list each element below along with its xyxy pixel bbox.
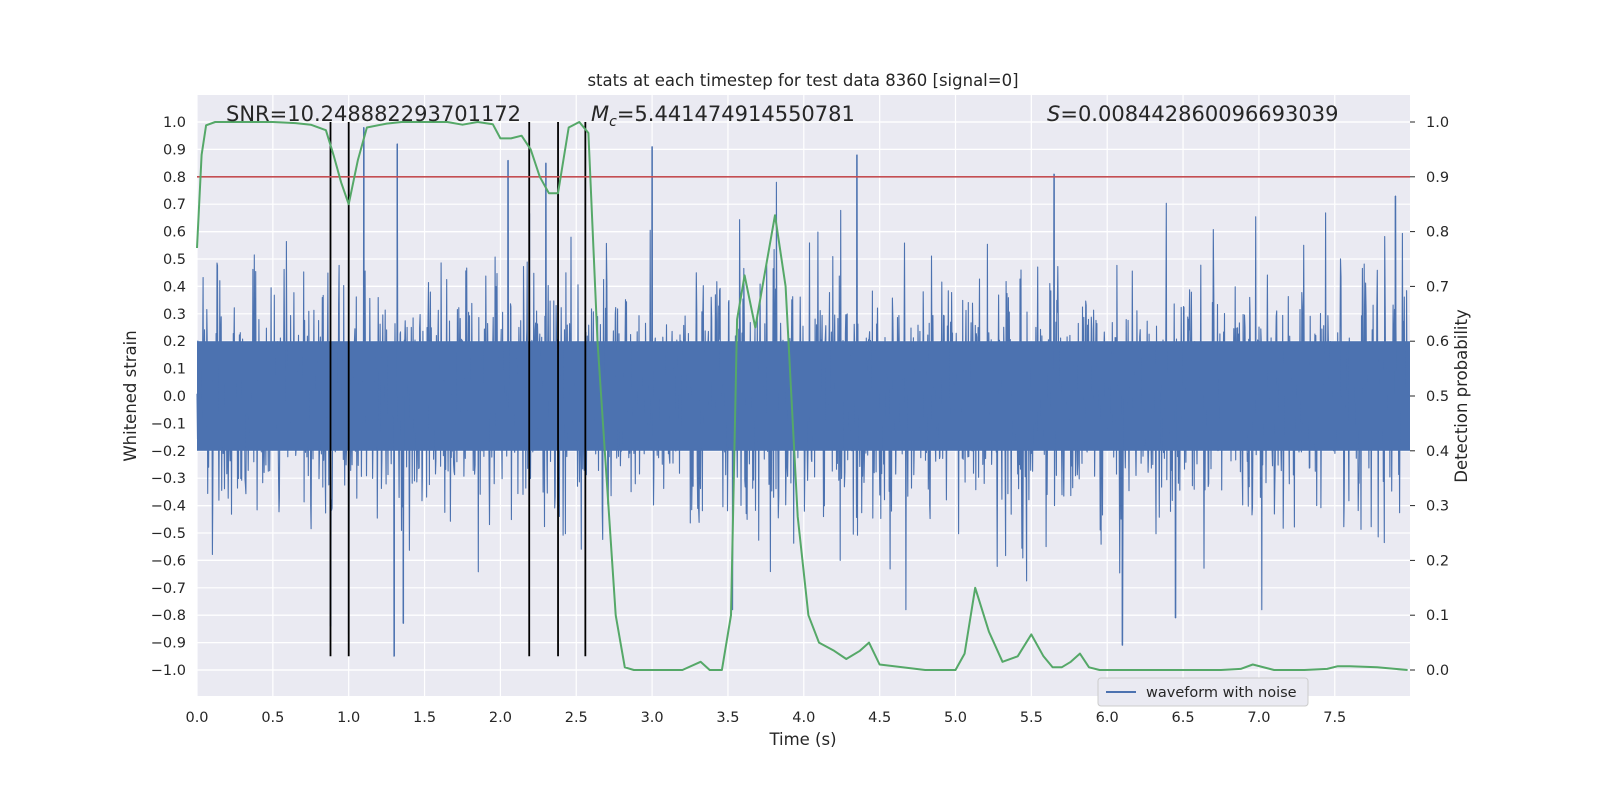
waveform-series bbox=[196, 126, 1410, 657]
chart-title: stats at each timestep for test data 836… bbox=[587, 71, 1018, 90]
y-tick-label-right: 0.9 bbox=[1426, 170, 1449, 186]
y-tick-label-left: −0.1 bbox=[151, 416, 186, 432]
x-tick-label: 3.0 bbox=[641, 710, 664, 726]
y-tick-label-left: 0.7 bbox=[163, 197, 186, 213]
y-axis-right-ticks: 1.0 0.9 0.8 0.7 0.6 0.5 0.4 0.3 0.2 0.1 0.0 bbox=[1410, 115, 1449, 679]
chirp-mass-symbol: M bbox=[591, 102, 609, 126]
detection-probability-line bbox=[196, 121, 1408, 671]
y-axis-left-label: Whitened strain bbox=[121, 330, 140, 461]
legend-entry-waveform: waveform with noise bbox=[1146, 685, 1297, 701]
waveform-line bbox=[196, 126, 1409, 657]
y-tick-label-left: −0.9 bbox=[151, 636, 186, 652]
snr-annotation: SNR=10.248882293701172 bbox=[226, 102, 521, 126]
y-tick-label-left: −0.5 bbox=[151, 526, 186, 542]
y-tick-label-left: −0.7 bbox=[151, 581, 186, 597]
x-tick-label: 7.5 bbox=[1323, 710, 1346, 726]
y-tick-label-right: 0.2 bbox=[1426, 553, 1449, 569]
y-tick-label-right: 0.5 bbox=[1426, 389, 1449, 405]
y-tick-label-right: 0.6 bbox=[1426, 334, 1449, 350]
y-tick-label-left: 0.2 bbox=[163, 334, 186, 350]
x-tick-label: 6.5 bbox=[1172, 710, 1195, 726]
x-tick-label: 4.5 bbox=[868, 710, 891, 726]
y-tick-label-left: −0.4 bbox=[151, 499, 186, 515]
detection-probability-series bbox=[196, 121, 1408, 671]
y-tick-label-left: −0.3 bbox=[151, 471, 186, 487]
y-tick-label-left: 0.3 bbox=[163, 307, 186, 323]
x-tick-label: 5.5 bbox=[1020, 710, 1043, 726]
legend: waveform with noise bbox=[1097, 677, 1309, 707]
chirp-mass-annotation: Mc=5.441474914550781 bbox=[591, 102, 855, 130]
y-tick-label-right: 0.0 bbox=[1426, 663, 1449, 679]
x-tick-label: 3.5 bbox=[716, 710, 739, 726]
statistic-symbol: S bbox=[1047, 102, 1060, 126]
x-axis-ticks: 0.0 0.5 1.0 1.5 2.0 2.5 3.0 3.5 4.0 4.5 5.0 5.5 6.0 6… bbox=[185, 710, 1346, 726]
y-tick-label-left: 0.1 bbox=[163, 362, 186, 378]
y-tick-label-right: 0.1 bbox=[1426, 608, 1449, 624]
y-tick-label-right: 0.7 bbox=[1426, 279, 1449, 295]
y-tick-label-left: 0.0 bbox=[163, 389, 186, 405]
statistic-annotation: S=0.008442860096693039 bbox=[1047, 102, 1338, 126]
y-tick-label-left: −0.6 bbox=[151, 553, 186, 569]
y-tick-label-left: 0.5 bbox=[163, 252, 186, 268]
x-tick-label: 5.0 bbox=[944, 710, 967, 726]
y-tick-label-right: 0.8 bbox=[1426, 225, 1449, 241]
x-tick-label: 2.5 bbox=[565, 710, 588, 726]
y-tick-label-right: 1.0 bbox=[1426, 115, 1449, 131]
x-tick-label: 7.0 bbox=[1247, 710, 1270, 726]
y-tick-label-left: 1.0 bbox=[163, 115, 186, 131]
y-tick-label-left: 0.4 bbox=[163, 279, 186, 295]
x-tick-label: 4.0 bbox=[792, 710, 815, 726]
x-tick-label: 1.5 bbox=[413, 710, 436, 726]
y-axis-right-label: Detection probability bbox=[1452, 309, 1471, 483]
x-tick-label: 1.0 bbox=[337, 710, 360, 726]
event-markers bbox=[329, 122, 587, 657]
legend-box bbox=[1097, 677, 1309, 707]
y-tick-label-left: −0.8 bbox=[151, 608, 186, 624]
x-axis-label: Time (s) bbox=[768, 730, 836, 749]
y-tick-label-right: 0.4 bbox=[1426, 444, 1449, 460]
chirp-mass-subscript: c bbox=[609, 114, 617, 130]
y-tick-label-left: 0.9 bbox=[163, 142, 186, 158]
statistic-value: =0.008442860096693039 bbox=[1060, 102, 1338, 126]
y-tick-label-left: −1.0 bbox=[151, 663, 186, 679]
chirp-mass-value: =5.441474914550781 bbox=[617, 102, 855, 126]
x-tick-label: 2.0 bbox=[489, 710, 512, 726]
y-axis-left-ticks: 1.0 0.9 0.8 0.7 0.6 0.5 0.4 0.3 0.2 0.1 0.0 −0.1 −0.… bbox=[151, 115, 186, 679]
y-tick-label-left: 0.8 bbox=[163, 170, 186, 186]
y-tick-label-left: 0.6 bbox=[163, 225, 186, 241]
y-tick-label-left: −0.2 bbox=[151, 444, 186, 460]
x-tick-label: 6.0 bbox=[1096, 710, 1119, 726]
x-tick-label: 0.5 bbox=[261, 710, 284, 726]
x-tick-label: 0.0 bbox=[185, 710, 208, 726]
y-tick-label-right: 0.3 bbox=[1426, 499, 1449, 515]
